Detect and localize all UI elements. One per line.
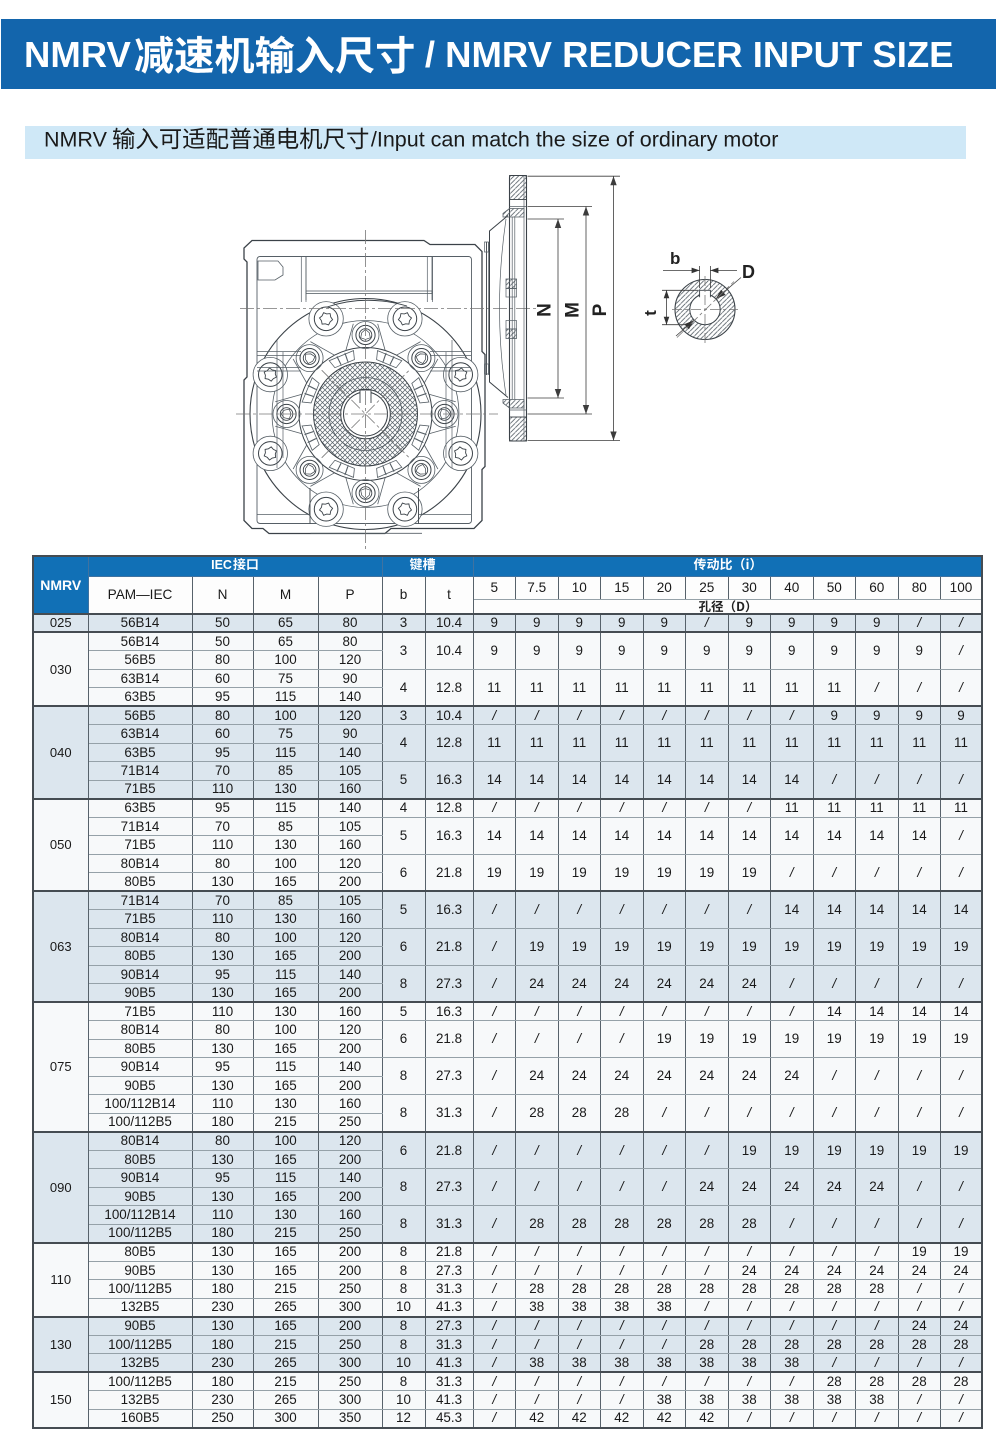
svg-text:b: b — [670, 249, 680, 268]
svg-text:M: M — [563, 302, 584, 318]
svg-text:P: P — [590, 303, 611, 316]
svg-text:IEC: IEC — [211, 558, 232, 572]
svg-text:t: t — [641, 310, 660, 316]
svg-text:NMRV: NMRV — [24, 34, 131, 75]
svg-text:NMRV: NMRV — [44, 128, 108, 152]
svg-text:/ NMRV REDUCER INPUT SIZE: / NMRV REDUCER INPUT SIZE — [425, 34, 954, 75]
svg-text:N: N — [535, 303, 556, 317]
svg-text:D: D — [742, 262, 755, 282]
svg-text:/Input can match the size of o: /Input can match the size of ordinary mo… — [371, 128, 779, 152]
